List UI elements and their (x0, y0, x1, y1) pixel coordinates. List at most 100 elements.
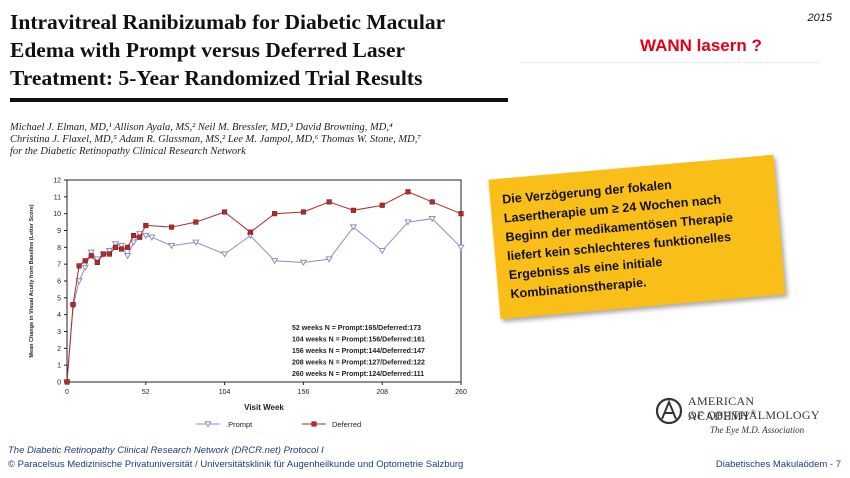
data-point (64, 379, 70, 385)
aao-logo: AMERICAN ACADEMY® OF OPHTHALMOLOGY The E… (654, 392, 824, 442)
data-point (137, 234, 143, 240)
y-tick-label: 8 (57, 245, 61, 252)
author-line: Michael J. Elman, MD,¹ Allison Ayala, MS… (10, 122, 393, 133)
data-point (458, 211, 464, 217)
data-point (270, 258, 279, 265)
y-axis-title: Mean Change in Visual Acuity from Baseli… (29, 204, 35, 357)
title-divider (10, 98, 508, 102)
data-point (131, 233, 137, 239)
paper-title-line: Treatment: 5-Year Randomized Trial Resul… (10, 66, 423, 90)
data-point (94, 259, 100, 266)
registered-mark: ® (750, 409, 757, 417)
paper-title: Intravitreal Ranibizumab for Diabetic Ma… (10, 8, 515, 92)
data-point (350, 207, 356, 213)
y-tick-label: 0 (57, 380, 61, 387)
data-point (428, 216, 436, 223)
data-point (193, 219, 199, 225)
data-point (81, 264, 89, 272)
series-line-0 (66, 218, 462, 383)
data-point (167, 242, 176, 250)
data-point (378, 248, 386, 255)
data-point (76, 263, 82, 269)
data-point (88, 253, 94, 259)
footer-slide-number: Diabetisches Makulaödem - 7 (715, 459, 841, 470)
paper-title-line: Edema with Prompt versus Deferred Laser (10, 38, 406, 62)
x-axis-title: Visit Week (244, 403, 284, 412)
data-point (106, 251, 112, 257)
data-point (117, 242, 126, 250)
logo-name-line1: AMERICAN ACADEMY® (688, 394, 757, 423)
data-point (70, 302, 76, 308)
legend-marker (311, 421, 317, 427)
data-point (349, 224, 358, 231)
data-point (457, 244, 465, 251)
sample-size-note: 104 weeks N = Prompt:156/Deferred:161 (292, 337, 425, 344)
data-point (87, 249, 95, 256)
y-tick-label: 5 (57, 295, 61, 302)
x-tick-label: 208 (376, 389, 388, 396)
data-point (148, 234, 156, 241)
y-tick-label: 10 (53, 211, 61, 218)
slide-question: WANN lasern ? (640, 36, 762, 55)
author-list: Michael J. Elman, MD,¹ Allison Ayala, MS… (10, 122, 510, 158)
legend-label: Deferred (332, 420, 361, 429)
data-point (93, 256, 101, 263)
legend-label: .Prompt (226, 420, 253, 429)
data-point (325, 256, 333, 263)
sample-size-note: 260 weeks N = Prompt:124/Deferred:111 (292, 371, 424, 378)
data-point (143, 222, 149, 229)
chart-series (63, 189, 465, 386)
logo-tagline: The Eye M.D. Association (710, 425, 805, 435)
chart-legend: .Prompt Deferred (196, 420, 361, 429)
data-point (220, 251, 229, 258)
data-point (119, 246, 125, 252)
data-point (404, 219, 412, 226)
legend-marker (204, 421, 212, 428)
x-tick-label: 156 (298, 389, 310, 396)
y-tick-label: 2 (57, 346, 61, 353)
data-point (300, 209, 306, 215)
y-tick-label: 3 (57, 329, 61, 336)
data-point (125, 244, 131, 250)
data-point (112, 244, 119, 250)
conclusion-note: Die Verzögerung der fokalen Lasertherapi… (488, 154, 786, 320)
y-tick-label: 7 (57, 262, 61, 269)
aao-emblem-icon (655, 397, 683, 425)
footer-source: The Diabetic Retinopathy Clinical Resear… (8, 445, 324, 456)
data-point (123, 253, 132, 260)
logo-name-line2: OF OPHTHALMOLOGY (688, 408, 820, 422)
y-tick-label: 9 (57, 228, 61, 235)
year-label: 2015 (807, 12, 832, 24)
y-tick-label: 4 (57, 312, 61, 319)
data-point (192, 239, 200, 246)
paper-title-line: Intravitreal Ranibizumab for Diabetic Ma… (10, 10, 446, 34)
y-tick-label: 11 (54, 194, 61, 201)
y-tick-label: 6 (57, 279, 61, 286)
data-point (142, 232, 150, 240)
sample-size-note: 208 weeks N = Prompt:127/Deferred:122 (292, 360, 425, 367)
author-line: for the Diabetic Retinopathy Clinical Re… (10, 146, 246, 157)
data-point (247, 229, 253, 235)
y-tick-label: 12 (53, 178, 61, 185)
data-point (105, 248, 114, 255)
data-point (75, 278, 83, 285)
footer-copyright: © Paracelsus Medizinische Privatuniversi… (8, 459, 464, 470)
chart-annotations: 52 weeks N = Prompt:165/Deferred:173 104 … (292, 325, 425, 378)
data-point (82, 258, 88, 264)
data-point (169, 224, 175, 230)
data-point (130, 239, 138, 246)
question-divider (520, 62, 820, 63)
data-point (299, 259, 308, 267)
sample-size-note: 156 weeks N = Prompt:144/Deferred:147 (292, 348, 425, 355)
conclusion-text: Die Verzögerung der fokalen Lasertherapi… (501, 168, 774, 305)
y-tick-label: 1 (57, 363, 61, 370)
sample-size-note: 52 weeks N = Prompt:165/Deferred:173 (292, 325, 421, 332)
x-tick-label: 104 (219, 389, 231, 396)
data-point (272, 211, 278, 217)
data-point (379, 202, 385, 208)
data-point (429, 199, 435, 205)
x-tick-label: 52 (142, 389, 150, 396)
author-line: Christina J. Flaxel, MD,⁵ Adam R. Glassm… (10, 134, 422, 145)
